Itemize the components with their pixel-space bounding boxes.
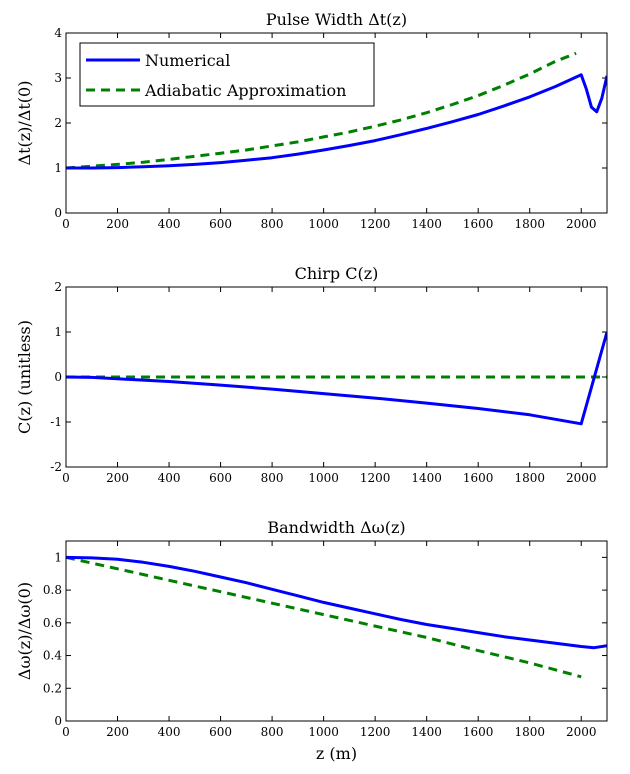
y-tick-label: 0.2 [43, 681, 62, 695]
y-tick-label: 1 [54, 550, 62, 564]
x-tick-label: 0 [62, 471, 70, 485]
axes-frame [65, 540, 608, 722]
y-tick-label: 1 [54, 161, 62, 175]
x-tick-label: 600 [209, 471, 232, 485]
y-tick-label: 1 [54, 325, 62, 339]
axes-frame [65, 286, 608, 468]
y-axis-label: C(z) (unitless) [15, 320, 34, 434]
y-tick-label: 0.6 [43, 616, 62, 630]
x-tick-label: 800 [261, 725, 284, 739]
chart-panel-2: Chirp C(z) 0 200 400 600 800 1000 1200 1400 1600 1… [15, 264, 608, 485]
x-tick-label: 800 [261, 217, 284, 231]
x-tick-label: 1000 [308, 725, 339, 739]
x-tick-label: 200 [106, 217, 129, 231]
y-tick-label: 0.4 [43, 649, 62, 663]
x-tick-label: 0 [62, 725, 70, 739]
y-tick-label: -2 [50, 460, 62, 474]
x-tick-label: 1200 [360, 471, 391, 485]
x-tick-label: 1000 [308, 471, 339, 485]
y-tick-label: 0 [54, 206, 62, 220]
axes-frame [65, 32, 608, 214]
legend-box [79, 42, 375, 107]
x-tick-label: 2000 [566, 217, 597, 231]
x-tick-label: 800 [261, 471, 284, 485]
y-tick-label: 2 [54, 116, 62, 130]
y-tick-label: 0 [54, 714, 62, 728]
x-tick-label: 1800 [514, 471, 545, 485]
x-tick-label: 1800 [514, 725, 545, 739]
y-tick-label: 2 [54, 280, 62, 294]
x-tick-label: 0 [62, 217, 70, 231]
x-tick-label: 400 [158, 471, 181, 485]
y-tick-label: 0.8 [43, 583, 62, 597]
x-tick-label: 1600 [463, 217, 494, 231]
chart-panel-3: Bandwidth Δω(z) 0 200 400 600 800 1000 1200 1400… [15, 518, 608, 763]
numerical-series-line [66, 331, 607, 426]
y-tick-label: 4 [54, 26, 62, 40]
numerical-series-line [66, 555, 607, 650]
legend-numerical-label: Numerical [145, 51, 230, 70]
x-tick-label: 1000 [308, 217, 339, 231]
chart-title: Bandwidth Δω(z) [267, 518, 405, 537]
x-tick-label: 1400 [411, 217, 442, 231]
y-tick-label: 3 [54, 71, 62, 85]
chart-title: Chirp C(z) [295, 264, 379, 283]
numerical-series-line [66, 73, 607, 170]
x-tick-label: 1800 [514, 217, 545, 231]
x-tick-label: 1400 [411, 471, 442, 485]
chart-title: Pulse Width Δt(z) [266, 10, 407, 29]
x-tick-label: 1600 [463, 471, 494, 485]
x-tick-label: 2000 [566, 725, 597, 739]
adiabatic-series-line [66, 555, 582, 679]
y-axis-label: Δt(z)/Δt(0) [15, 81, 34, 166]
x-tick-label: 400 [158, 217, 181, 231]
chart-panel-1: Pulse Width Δt(z)0 200 400 600 800 1000 1200 14… [15, 10, 608, 231]
x-tick-label: 200 [106, 471, 129, 485]
x-tick-label: 600 [209, 217, 232, 231]
x-tick-label: 1400 [411, 725, 442, 739]
x-tick-label: 1600 [463, 725, 494, 739]
x-tick-label: 1200 [360, 725, 391, 739]
x-tick-label: 2000 [566, 471, 597, 485]
x-tick-label: 200 [106, 725, 129, 739]
legend: Numerical Adiabatic Approximation [79, 42, 375, 107]
x-tick-label: 600 [209, 725, 232, 739]
x-axis-label: z (m) [316, 744, 357, 763]
x-tick-label: 1200 [360, 217, 391, 231]
legend-adiabatic-label: Adiabatic Approximation [144, 81, 346, 100]
y-tick-label: 0 [54, 370, 62, 384]
y-axis-label: Δω(z)/Δω(0) [15, 582, 34, 680]
adiabatic-series-line [66, 51, 577, 170]
x-tick-label: 400 [158, 725, 181, 739]
y-tick-label: -1 [50, 415, 62, 429]
